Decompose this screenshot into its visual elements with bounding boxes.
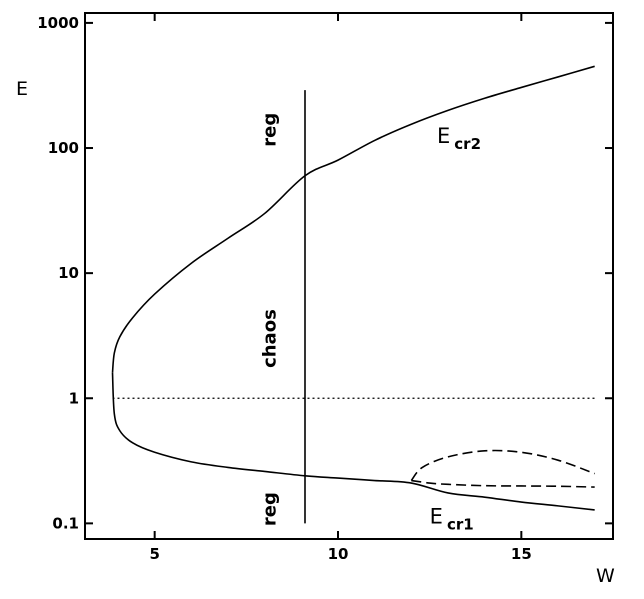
y-tick-label: 100 bbox=[48, 139, 79, 157]
x-axis-title: W bbox=[596, 565, 615, 587]
series-dashed-lower bbox=[411, 479, 595, 488]
tick-labels: 5 10 15 0.1 1 10 100 1000 bbox=[37, 14, 532, 563]
series-e-cr2 bbox=[111, 65, 595, 373]
region-label-chaos: chaos bbox=[260, 309, 281, 368]
y-tick-label: 0.1 bbox=[52, 514, 79, 532]
region-label-reg: reg bbox=[260, 113, 281, 147]
ticks bbox=[85, 13, 613, 539]
y-tick-label: 10 bbox=[58, 264, 79, 282]
y-axis-title: E bbox=[16, 78, 28, 100]
series-dashed-upper bbox=[410, 449, 595, 482]
x-tick-label: 15 bbox=[511, 545, 532, 563]
x-tick-label: 10 bbox=[328, 545, 349, 563]
region-label-reg: reg bbox=[260, 492, 281, 526]
series-e-cr1 bbox=[111, 372, 595, 511]
y-tick-label: 1000 bbox=[37, 14, 79, 32]
y-tick-label: 1 bbox=[69, 389, 79, 407]
x-tick-label: 5 bbox=[149, 545, 159, 563]
curves bbox=[111, 65, 595, 524]
annotations: reg chaos reg E cr2 E cr1 bbox=[260, 113, 481, 534]
plot-frame bbox=[84, 12, 614, 540]
